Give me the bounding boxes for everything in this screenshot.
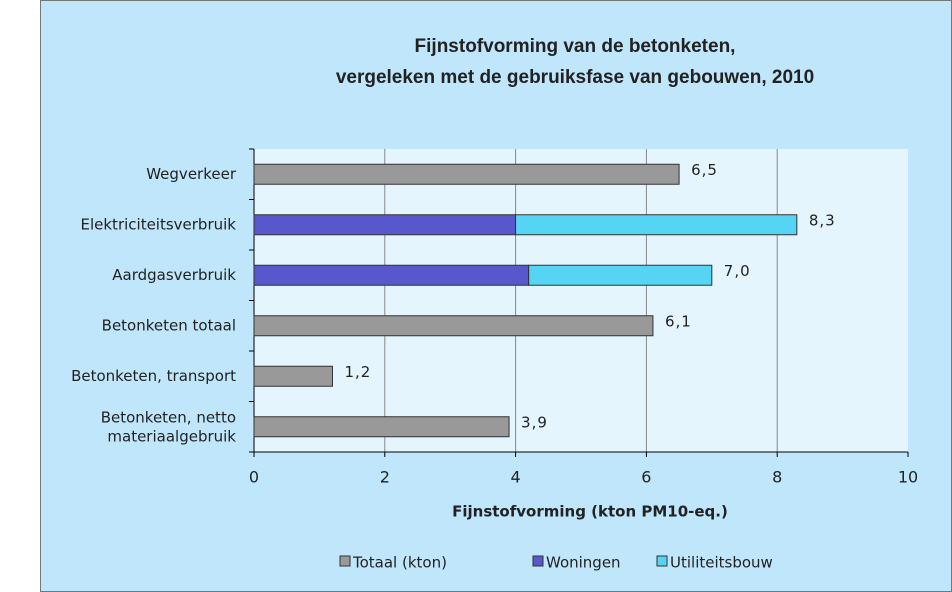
y-tick-label: Betonketen, netto materiaalgebruik	[101, 408, 237, 445]
x-tick-label: 2	[380, 468, 390, 487]
x-tick-label: 0	[249, 468, 259, 487]
chart-title: Fijnstofvorming van de betonketen,	[415, 36, 736, 57]
bar	[253, 214, 517, 236]
legend-label: Utiliteitsbouw	[670, 554, 773, 572]
data-label: 7,0	[724, 262, 751, 280]
bar	[253, 315, 654, 337]
legend-label: Totaal (kton)	[352, 554, 447, 572]
legend-swatch	[339, 555, 351, 567]
data-label: 8,3	[809, 211, 836, 229]
data-label: 1,2	[344, 363, 371, 381]
x-tick-label: 10	[898, 468, 918, 487]
bar	[253, 163, 680, 185]
chart-title: vergeleken met de gebruiksfase van gebou…	[336, 67, 814, 88]
bar	[253, 264, 530, 286]
x-tick-label: 6	[641, 468, 651, 487]
data-label: 3,9	[521, 413, 548, 431]
legend-swatch	[532, 555, 544, 567]
y-tick-label: Wegverkeer	[146, 165, 237, 183]
y-tick-label: Betonketen totaal	[102, 316, 236, 334]
bar	[253, 416, 510, 438]
y-tick-label: Aardgasverbruik	[112, 266, 236, 284]
data-label: 6,5	[691, 161, 718, 179]
label-line: Betonketen, netto	[101, 408, 236, 426]
legend-swatch	[656, 555, 668, 567]
y-tick-label: Elektriciteitsverbruik	[81, 215, 237, 233]
label-line: materiaalgebruik	[107, 427, 236, 445]
x-axis-label: Fijnstofvorming (kton PM10-eq.)	[452, 503, 728, 521]
data-label: 6,1	[665, 312, 692, 330]
x-tick-label: 4	[511, 468, 521, 487]
bar	[515, 214, 798, 236]
bar	[253, 365, 333, 387]
legend-label: Woningen	[546, 554, 621, 572]
bar	[528, 264, 713, 286]
x-tick-label: 8	[772, 468, 782, 487]
plot-area	[254, 149, 908, 452]
y-tick-label: Betonketen, transport	[71, 367, 236, 385]
